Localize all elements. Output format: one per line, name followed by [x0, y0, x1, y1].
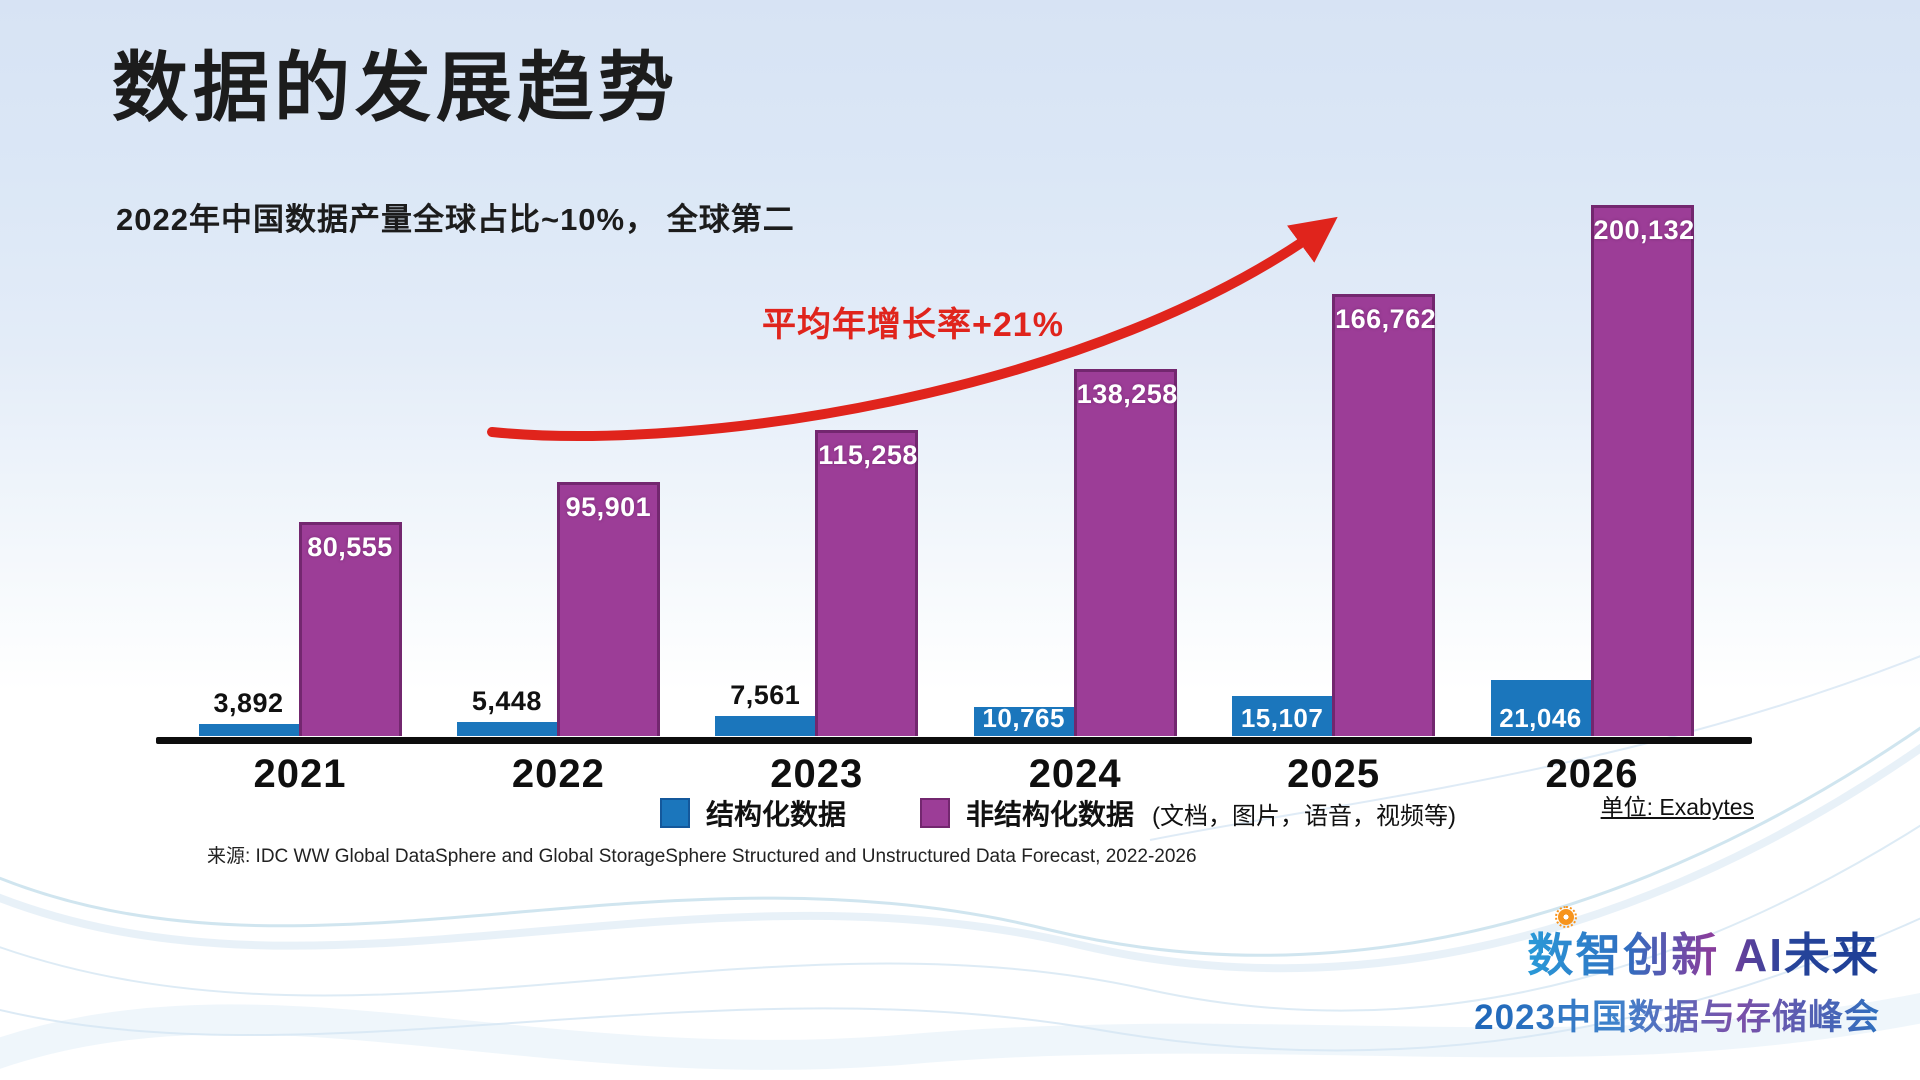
structured-legend-label: 结构化数据 [706, 799, 847, 830]
structured-bar-2022 [456, 722, 557, 736]
summit-logo-title: 2023中国数据与存储峰会 [1474, 989, 1880, 1040]
unstructured-legend-swatch [920, 798, 951, 828]
summit-logo-slogan: 数智创新 AI未来 [1527, 919, 1880, 985]
growth-rate-annotation: 平均年增长率+21% [762, 306, 1064, 344]
bar-chart: 3,892 80,555 2021 5,448 95,901 2022 7,561 115,2… [156, 200, 1752, 796]
structured-bar-2026: 21,046 [1490, 680, 1591, 736]
summit-logo: 数智创新 AI未来 2023中国数据与存储峰会 [1474, 906, 1880, 1040]
unstructured-value-label: 138,258 [1076, 379, 1178, 409]
year-group-2024: 10,765 138,258 2024 [973, 200, 1178, 796]
unstructured-value-label: 80,555 [307, 532, 393, 562]
year-group-2026: 21,046 200,132 2026 [1490, 200, 1695, 796]
year-axis-label: 2023 [770, 752, 864, 796]
year-group-2022: 5,448 95,901 2022 [456, 200, 660, 796]
year-axis-label: 2021 [253, 752, 347, 796]
year-axis-label: 2024 [1028, 752, 1122, 796]
structured-value-label: 15,107 [1240, 703, 1324, 733]
structured-bar-2024: 10,765 [973, 703, 1074, 736]
unstructured-legend-note: (文档，图片，语音，视频等) [1152, 802, 1457, 830]
structured-bar-2025: 15,107 [1232, 696, 1333, 736]
unstructured-value-label: 115,258 [818, 440, 918, 470]
unstructured-bar-2023: 115,258 [815, 430, 919, 736]
unstructured-value-label: 166,762 [1335, 304, 1437, 334]
unstructured-bar-2026: 200,132 [1590, 205, 1695, 736]
structured-value-label: 7,561 [730, 680, 801, 710]
year-group-2025: 15,107 166,762 2025 [1232, 200, 1437, 796]
year-group-2021: 3,892 80,555 2021 [198, 200, 402, 796]
unstructured-bar-2021: 80,555 [298, 522, 402, 736]
unstructured-value-label: 95,901 [565, 492, 652, 522]
structured-value-label: 10,765 [982, 703, 1065, 733]
structured-legend-swatch [660, 798, 690, 828]
unit-label: 单位: Exabytes [1600, 794, 1754, 820]
unstructured-legend-label: 非结构化数据 [966, 799, 1135, 830]
unstructured-value-label: 200,132 [1593, 215, 1695, 245]
structured-bar-2021 [198, 724, 299, 736]
unstructured-bar-2024: 138,258 [1073, 369, 1178, 736]
year-group-2023: 7,561 115,258 2023 [715, 200, 919, 796]
page-title: 数据的发展趋势 [112, 46, 679, 131]
year-axis-label: 2025 [1287, 752, 1381, 796]
structured-bar-2023 [715, 716, 816, 736]
structured-value-label: 3,892 [213, 688, 284, 718]
structured-value-label: 5,448 [471, 686, 542, 716]
unstructured-bar-2025: 166,762 [1332, 294, 1437, 736]
structured-value-label: 21,046 [1499, 703, 1582, 733]
year-axis-label: 2022 [511, 752, 605, 796]
gear-icon [1555, 906, 1578, 928]
year-axis-label: 2026 [1545, 752, 1639, 796]
source-citation: 来源: IDC WW Global DataSphere and Global … [207, 846, 1197, 867]
unstructured-bar-2022: 95,901 [556, 482, 660, 736]
x-axis-line [156, 737, 1752, 744]
chart-legend: 结构化数据 非结构化数据 (文档，图片，语音，视频等) [660, 793, 1456, 833]
